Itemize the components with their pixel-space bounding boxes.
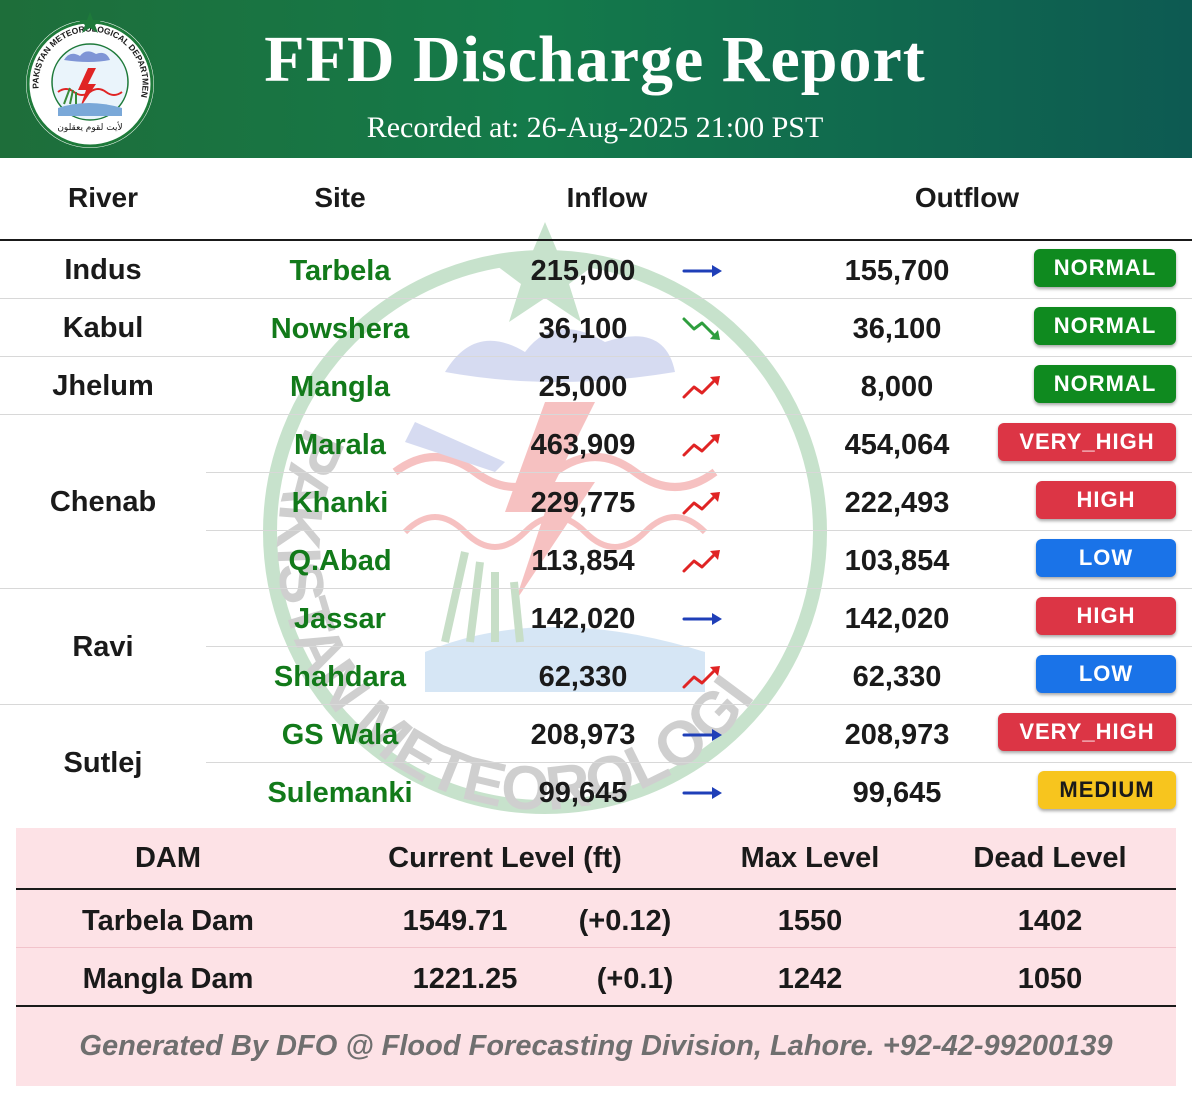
row-divider [0, 704, 1192, 705]
dam-dead-level: 1050 [1017, 963, 1083, 995]
dam-level-change: (+0.1) [596, 963, 674, 995]
site-name: Tarbela [289, 255, 391, 287]
status-badge: VERY_HIGH [998, 423, 1176, 461]
inflow-value: 113,854 [531, 545, 635, 577]
row-divider [206, 472, 1192, 473]
row-divider [0, 414, 1192, 415]
recorded-timestamp: Recorded at: 26-Aug-2025 21:00 PST [366, 111, 824, 144]
outflow-value: 454,064 [844, 429, 950, 461]
trend-rising-icon [682, 550, 720, 573]
river-name: Sutlej [63, 747, 143, 779]
site-name: Khanki [291, 487, 389, 519]
dam-current-level: 1549.71 [402, 905, 508, 937]
dam-table-bottom-divider [16, 1005, 1176, 1007]
river-name: Kabul [62, 312, 144, 344]
dam-header-dam: DAM [134, 842, 202, 874]
row-divider [16, 947, 1176, 948]
header-divider [0, 239, 1192, 241]
dam-header-divider [16, 888, 1176, 890]
report-header [0, 0, 1192, 158]
column-header-site: Site [314, 182, 366, 213]
dam-header-current-level: Current Level (ft) [388, 842, 622, 874]
outflow-value: 155,700 [844, 255, 950, 287]
trend-steady-icon [682, 265, 722, 277]
inflow-value: 463,909 [530, 429, 636, 461]
status-badge: NORMAL [1034, 365, 1176, 403]
river-name: Jhelum [52, 370, 154, 402]
status-badge: LOW [1036, 539, 1176, 577]
page-title: FFD Discharge Report [264, 23, 926, 96]
trend-steady-icon [682, 729, 722, 741]
pmd-logo: PAKISTAN METEOROLOGICAL DEPARTMENT لأيت … [18, 8, 154, 148]
site-name: Mangla [290, 371, 390, 403]
river-name: Ravi [72, 631, 134, 663]
trend-rising-icon [682, 434, 720, 457]
status-badge: VERY_HIGH [998, 713, 1176, 751]
dam-max-level: 1242 [777, 963, 843, 995]
trend-steady-icon [682, 613, 722, 625]
row-divider [206, 646, 1192, 647]
status-badge: HIGH [1036, 481, 1176, 519]
status-badge: LOW [1036, 655, 1176, 693]
trend-rising-icon [682, 666, 720, 689]
inflow-value: 208,973 [530, 719, 636, 751]
dam-current-level: 1221.25 [412, 963, 518, 995]
svg-text:لأيت لقوم يعقلون: لأيت لقوم يعقلون [57, 121, 122, 133]
trend-rising-icon [682, 376, 720, 399]
outflow-value: 62,330 [852, 661, 942, 693]
status-badge: NORMAL [1034, 249, 1176, 287]
site-name: Nowshera [270, 313, 410, 345]
site-name: GS Wala [281, 719, 399, 751]
footer-credit: Generated By DFO @ Flood Forecasting Div… [79, 1030, 1113, 1062]
inflow-value: 99,645 [538, 777, 628, 809]
column-header-outflow: Outflow [914, 182, 1020, 213]
dam-header-max-level: Max Level [740, 842, 880, 874]
dam-name: Mangla Dam [82, 963, 254, 995]
river-name: Chenab [49, 486, 157, 518]
site-name: Q.Abad [288, 545, 392, 577]
inflow-value: 215,000 [530, 255, 636, 287]
pmd-watermark-logo: PAKISTAN METEOROLOGICAL DE [245, 212, 827, 822]
column-header-inflow: Inflow [566, 182, 648, 213]
dam-max-level: 1550 [777, 905, 843, 937]
trend-rising-icon [682, 492, 720, 515]
outflow-value: 99,645 [852, 777, 942, 809]
outflow-value: 208,973 [844, 719, 950, 751]
row-divider [0, 298, 1192, 299]
inflow-value: 36,100 [538, 313, 628, 345]
dam-name: Tarbela Dam [82, 905, 254, 937]
outflow-value: 222,493 [844, 487, 950, 519]
trend-steady-icon [682, 787, 722, 799]
inflow-value: 229,775 [530, 487, 636, 519]
row-divider [0, 588, 1192, 589]
status-badge: NORMAL [1034, 307, 1176, 345]
outflow-value: 103,854 [844, 545, 950, 577]
river-name: Indus [64, 254, 142, 286]
outflow-value: 142,020 [844, 603, 950, 635]
inflow-value: 25,000 [538, 371, 628, 403]
outflow-value: 36,100 [852, 313, 942, 345]
status-badge: HIGH [1036, 597, 1176, 635]
row-divider [206, 762, 1192, 763]
row-divider [206, 530, 1192, 531]
inflow-value: 62,330 [538, 661, 628, 693]
site-name: Shahdara [273, 661, 407, 693]
dam-header-dead-level: Dead Level [973, 842, 1127, 874]
dam-table [16, 828, 1176, 1086]
site-name: Jassar [294, 603, 386, 635]
dam-level-change: (+0.12) [578, 905, 672, 937]
row-divider [0, 356, 1192, 357]
site-name: Sulemanki [267, 777, 413, 809]
column-header-river: River [67, 182, 139, 213]
inflow-value: 142,020 [530, 603, 636, 635]
trend-falling-icon [682, 317, 720, 340]
dam-dead-level: 1402 [1017, 905, 1083, 937]
site-name: Marala [294, 429, 386, 461]
outflow-value: 8,000 [860, 371, 934, 403]
status-badge: MEDIUM [1038, 771, 1176, 809]
